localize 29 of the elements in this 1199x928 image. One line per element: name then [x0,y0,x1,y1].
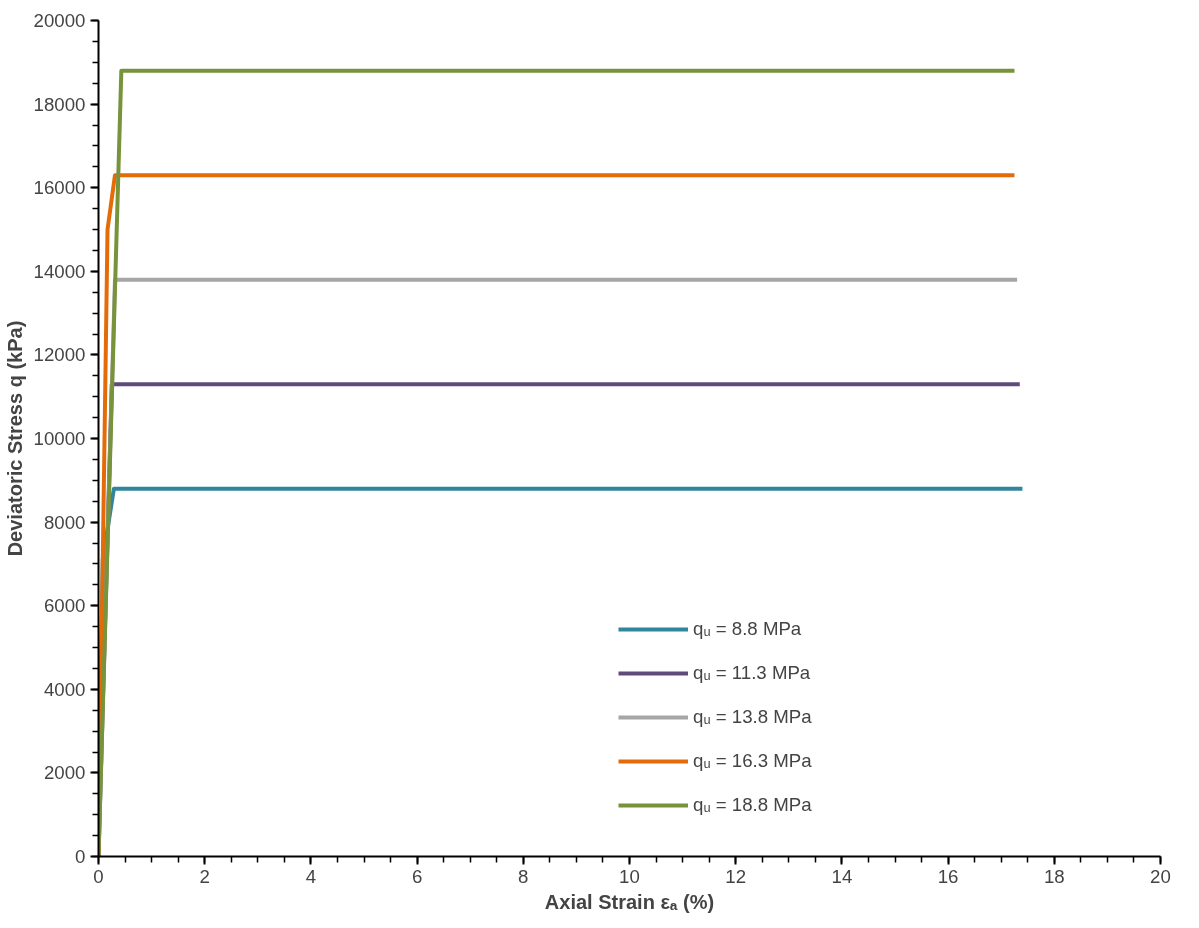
x-tick-label: 20 [1150,865,1171,887]
legend-label: qᵤ = 18.8 MPa [693,794,812,816]
y-tick-label: 20000 [33,10,86,31]
x-tick-label: 10 [619,865,640,887]
x-tick-label: 8 [518,865,529,887]
x-tick-label: 16 [937,865,959,887]
y-tick-label: 10000 [33,428,86,449]
y-tick-label: 2000 [44,762,86,784]
y-tick-label: 12000 [33,344,86,366]
x-tick-label: 18 [1043,865,1065,887]
x-tick-label: 0 [93,865,104,887]
y-tick-label: 14000 [33,260,86,282]
x-tick-label: 2 [199,865,210,887]
y-tick-label: 0 [75,846,86,867]
y-tick-label: 4000 [44,678,86,700]
y-tick-label: 18000 [33,93,86,115]
legend-label: qᵤ = 11.3 MPa [693,662,811,684]
y-axis-title: Deviatoric Stress q (kPa) [3,320,26,557]
x-tick-label: 12 [725,865,747,887]
y-tick-label: 8000 [44,511,86,533]
x-axis-title: Axial Strain εₐ (%) [544,890,715,913]
x-tick-label: 14 [831,865,853,887]
y-tick-label: 6000 [44,595,86,617]
y-tick-label: 16000 [33,177,86,199]
x-tick-label: 4 [305,865,317,887]
x-tick-label: 6 [411,865,423,887]
legend-label: qᵤ = 16.3 MPa [693,750,812,772]
legend-label: qᵤ = 13.8 MPa [693,706,812,728]
legend-label: qᵤ = 8.8 MPa [693,618,802,640]
